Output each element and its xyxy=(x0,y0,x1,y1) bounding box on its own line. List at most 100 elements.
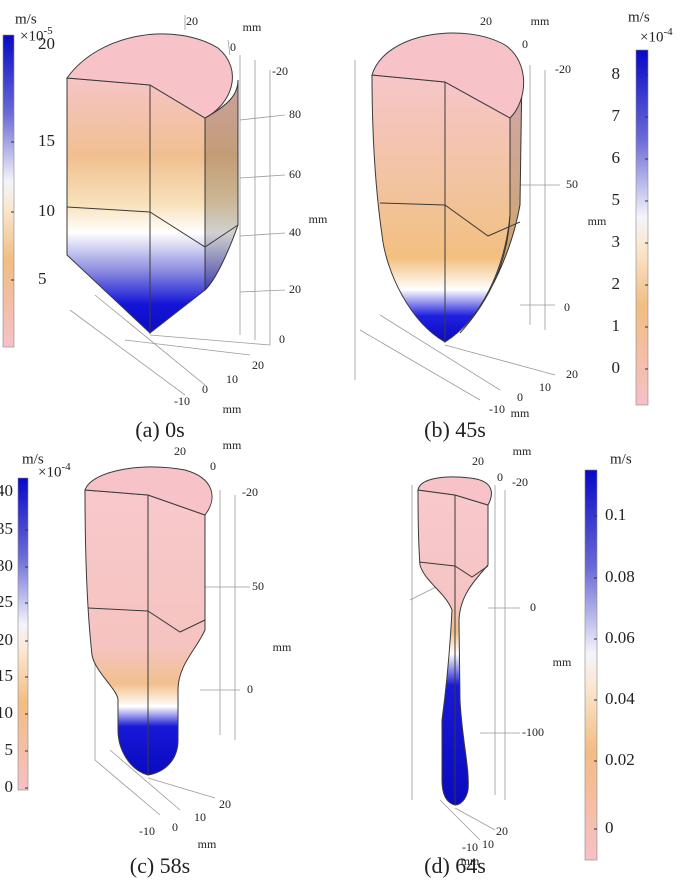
colorbar-tick-label: 0 xyxy=(612,358,621,377)
shape-b xyxy=(371,32,525,343)
axis-label: 40 xyxy=(289,225,301,239)
colorbar-tick-label: 0.06 xyxy=(605,628,635,647)
colorbar-tick-label: 0.1 xyxy=(605,505,626,524)
colorbar-tick-label: 30 xyxy=(0,556,13,575)
shape-d xyxy=(417,476,492,806)
colorbar xyxy=(635,49,649,406)
colorbar-tick-label: 7 xyxy=(612,106,621,125)
axis-label: mm xyxy=(223,438,242,452)
colorbar xyxy=(2,34,15,348)
colorbar-exponent: -4 xyxy=(61,461,71,473)
axis-label: -20 xyxy=(512,475,528,489)
colorbar-unit: m/s xyxy=(628,9,650,25)
colorbar-tick-label: 0.08 xyxy=(605,567,635,586)
colorbar-exponent: -5 xyxy=(43,25,53,37)
axis-label: 20 xyxy=(219,797,231,811)
axis-label: 80 xyxy=(289,107,301,121)
axes-grid xyxy=(69,15,560,841)
axis-label: 20 xyxy=(472,454,484,468)
colorbar-tick-label: 0.04 xyxy=(605,689,635,708)
axis-label: 20 xyxy=(174,444,186,458)
colorbar-tick-label: 15 xyxy=(38,131,55,150)
axis-label: 20 xyxy=(252,358,264,372)
colorbar xyxy=(584,469,598,861)
axis-label: 10 xyxy=(482,837,494,851)
axis-label: mm xyxy=(243,20,262,34)
colorbar-tick-label: 5 xyxy=(5,740,14,759)
axis-label: mm xyxy=(273,640,292,654)
axis-label: 20 xyxy=(566,367,578,381)
colorbar-tick-label: 8 xyxy=(612,64,621,83)
colorbar-tick-label: 40 xyxy=(0,481,13,500)
colorbar-tick-label: 10 xyxy=(38,201,55,220)
axis-label: 0 xyxy=(202,382,208,396)
caption: (d) 64s xyxy=(424,853,486,878)
axis-label: 20 xyxy=(480,14,492,28)
colorbar-tick-label: 20 xyxy=(38,34,55,53)
axis-label: -20 xyxy=(272,64,288,78)
caption: (c) 58s xyxy=(130,853,190,878)
axis-label: 20 xyxy=(496,824,508,838)
axis-label: 10 xyxy=(226,372,238,386)
colorbar-tick-label: 25 xyxy=(0,592,13,611)
axis-label: -10 xyxy=(462,840,478,854)
caption: (a) 0s xyxy=(135,417,184,442)
colorbar-tick-label: 5 xyxy=(612,190,621,209)
axis-label: 60 xyxy=(289,167,301,181)
colorbar-unit: m/s xyxy=(610,451,632,467)
colorbar-tick-label: 3 xyxy=(612,232,621,251)
axis-label: 0 xyxy=(497,470,503,484)
axis-label: 50 xyxy=(566,177,578,191)
axis-label: -10 xyxy=(489,402,505,416)
colorbar-tick-label: 0 xyxy=(605,818,614,837)
colorbar-tick-label: 6 xyxy=(612,148,621,167)
axis-label: mm xyxy=(198,837,217,851)
axis-label: 0 xyxy=(247,682,253,696)
axis-label: 0 xyxy=(210,459,216,473)
colorbar-tick-label: 0 xyxy=(5,777,14,796)
colorbar-tick-label: 10 xyxy=(0,703,13,722)
axis-label: -20 xyxy=(555,62,571,76)
axis-label: -10 xyxy=(174,394,190,408)
axis-label: mm xyxy=(513,444,532,458)
axis-label: mm xyxy=(531,14,550,28)
axis-label: mm xyxy=(511,406,530,420)
axis-label: 0 xyxy=(172,820,178,834)
axis-label: -20 xyxy=(242,485,258,499)
colorbar-multiplier: ×10-4 xyxy=(38,461,71,481)
axis-label: 0 xyxy=(522,37,528,51)
shape-a xyxy=(66,33,239,335)
axis-label: mm xyxy=(309,212,328,226)
colorbar-tick-label: 0.02 xyxy=(605,750,635,769)
shape-c xyxy=(84,466,213,776)
axis-label: -100 xyxy=(522,725,544,739)
colorbar-tick-label: 20 xyxy=(0,630,13,649)
axis-label: 0 xyxy=(279,332,285,346)
colorbar-multiplier: ×10-4 xyxy=(640,26,673,46)
axis-label: 10 xyxy=(194,810,206,824)
axis-label: 0 xyxy=(564,300,570,314)
colorbar-unit: m/s xyxy=(15,11,37,27)
colorbar-unit: m/s xyxy=(22,451,44,467)
axis-label: mm xyxy=(461,854,480,868)
axis-label: mm xyxy=(223,402,242,416)
axis-label: 10 xyxy=(539,380,551,394)
colorbar-exponent: -4 xyxy=(663,26,673,38)
axis-label: 0 xyxy=(517,390,523,404)
axis-label: 0 xyxy=(530,600,536,614)
axis-label: 0 xyxy=(230,40,236,54)
colorbar xyxy=(17,477,29,791)
colorbar-tick-label: 15 xyxy=(0,666,13,685)
axis-label: 20 xyxy=(289,282,301,296)
colorbar-tick-label: 1 xyxy=(612,316,621,335)
axis-label: mm xyxy=(588,214,607,228)
caption: (b) 45s xyxy=(424,417,486,442)
axis-label: mm xyxy=(553,655,572,669)
colorbar-tick-label: 5 xyxy=(38,269,47,288)
axis-label: 50 xyxy=(252,579,264,593)
